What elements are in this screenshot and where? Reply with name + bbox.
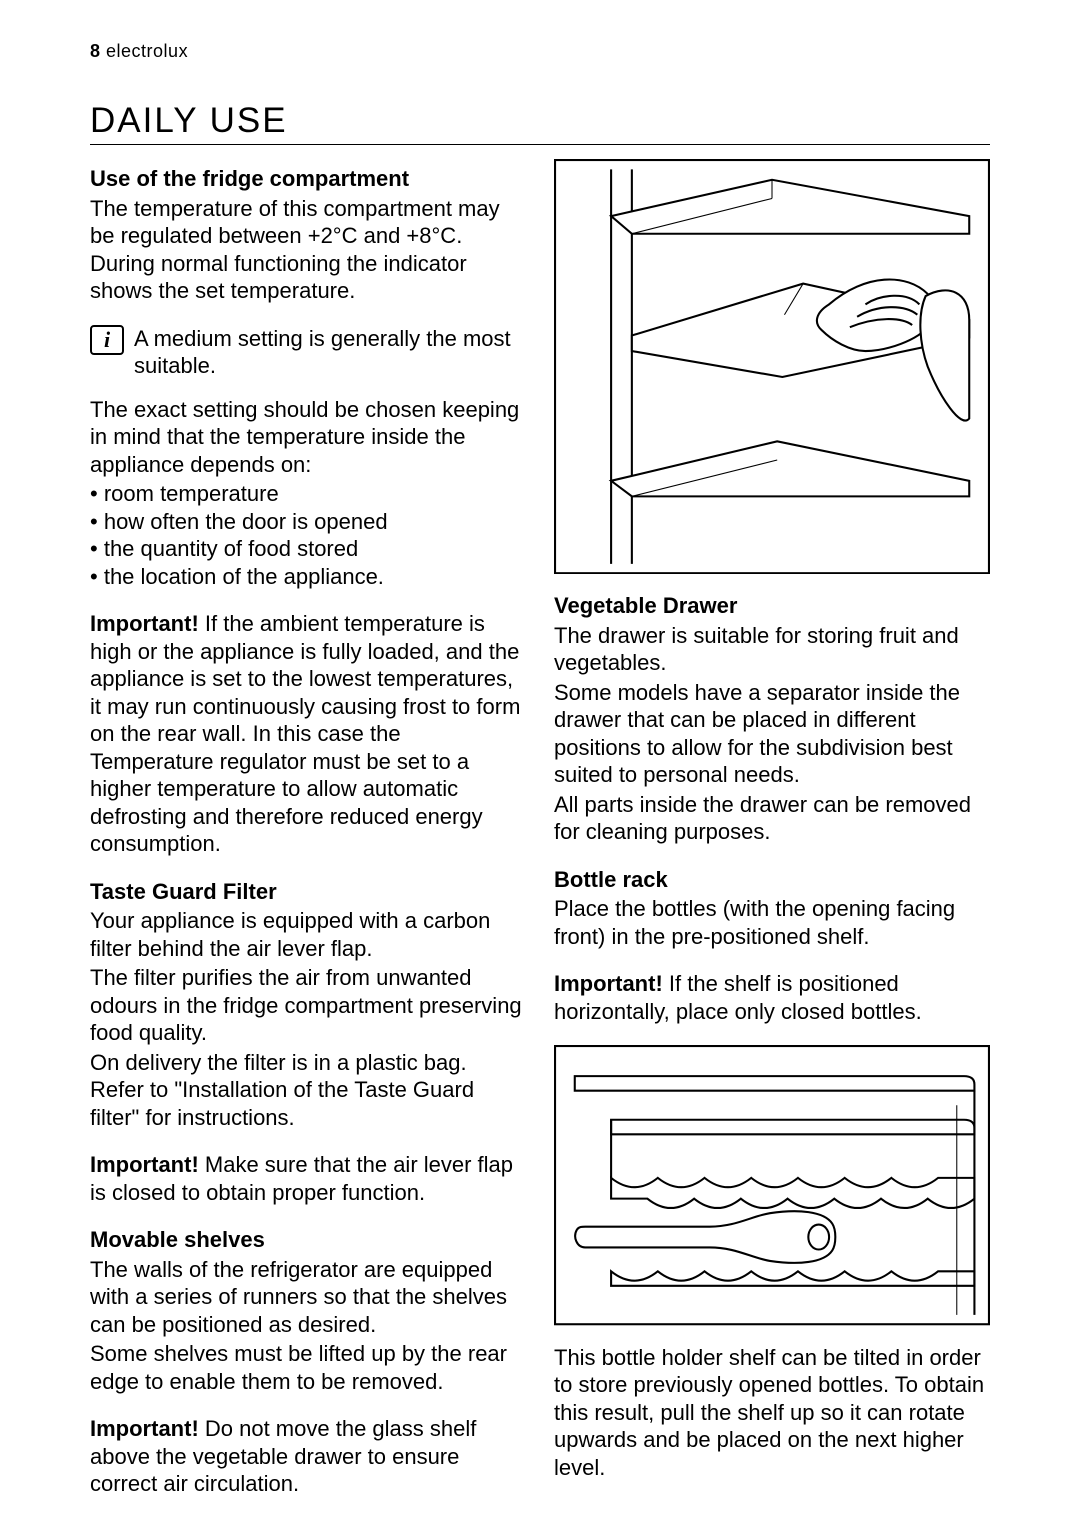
body-text: The exact setting should be chosen keepi… [90,396,526,479]
info-callout: i A medium setting is generally the most… [90,325,526,380]
body-text: Some shelves must be lifted up by the re… [90,1340,526,1395]
important-note: Important! Make sure that the air lever … [90,1151,526,1206]
body-text: On delivery the filter is in a plastic b… [90,1049,526,1132]
important-note: Important! If the shelf is positioned ho… [554,970,990,1025]
important-note: Important! If the ambient temperature is… [90,610,526,858]
body-text: Place the bottles (with the opening faci… [554,895,990,950]
list-item: the location of the appliance. [90,563,526,591]
shelf-removal-icon [554,159,990,574]
page-title: DAILY USE [90,99,990,146]
brand-name: electrolux [106,41,188,61]
body-text: The filter purifies the air from unwante… [90,964,526,1047]
page-header: 8 electrolux [90,40,990,63]
important-label: Important! [90,611,199,636]
important-text: If the ambient temperature is high or th… [90,611,520,856]
important-note: Important! Do not move the glass shelf a… [90,1415,526,1498]
body-text: All parts inside the drawer can be remov… [554,791,990,846]
heading-fridge-compartment: Use of the fridge compartment [90,165,526,193]
important-label: Important! [554,971,663,996]
bullet-list: room temperature how often the door is o… [90,480,526,590]
heading-vegetable-drawer: Vegetable Drawer [554,592,990,620]
right-column: Vegetable Drawer The drawer is suitable … [554,159,990,1518]
list-item: room temperature [90,480,526,508]
two-column-layout: Use of the fridge compartment The temper… [90,159,990,1518]
body-text: Some models have a separator inside the … [554,679,990,789]
important-label: Important! [90,1152,199,1177]
body-text: This bottle holder shelf can be tilted i… [554,1344,990,1482]
list-item: how often the door is opened [90,508,526,536]
body-text: Your appliance is equipped with a carbon… [90,907,526,962]
illustration-bottle-rack [554,1045,990,1325]
info-icon: i [90,325,124,355]
heading-bottle-rack: Bottle rack [554,866,990,894]
body-text: The walls of the refrigerator are equipp… [90,1256,526,1339]
body-text: The temperature of this compartment may … [90,195,526,305]
important-label: Important! [90,1416,199,1441]
body-text: The drawer is suitable for storing fruit… [554,622,990,677]
heading-movable-shelves: Movable shelves [90,1226,526,1254]
bottle-rack-icon [554,1045,990,1325]
left-column: Use of the fridge compartment The temper… [90,159,526,1518]
info-text: A medium setting is generally the most s… [134,325,526,380]
list-item: the quantity of food stored [90,535,526,563]
page-number: 8 [90,41,101,61]
heading-taste-guard: Taste Guard Filter [90,878,526,906]
illustration-shelf-removal [554,159,990,574]
